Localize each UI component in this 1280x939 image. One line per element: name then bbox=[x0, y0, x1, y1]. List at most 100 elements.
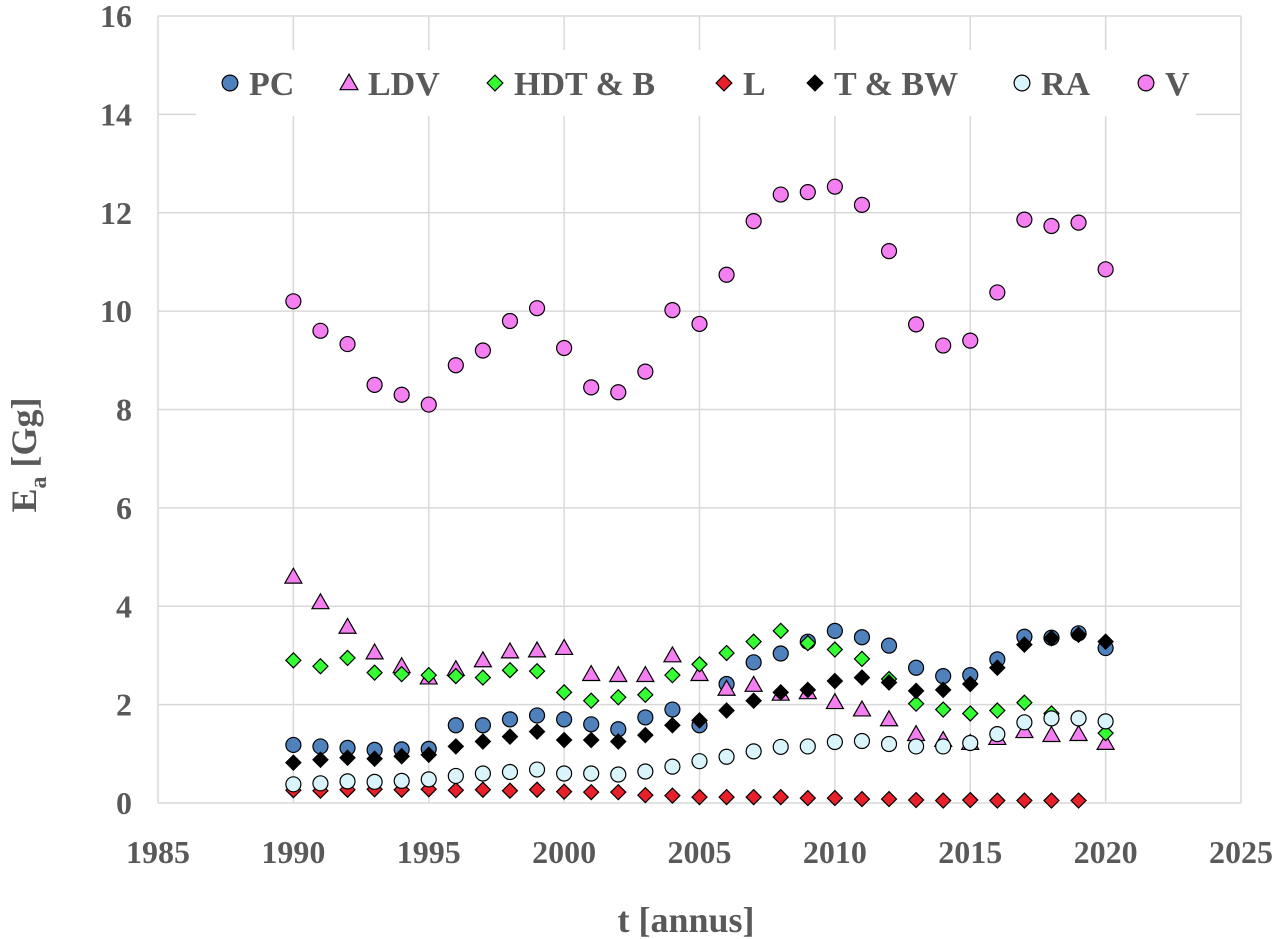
data-point bbox=[528, 723, 546, 741]
legend-item: V bbox=[1137, 66, 1190, 103]
data-point bbox=[988, 702, 1006, 719]
data-point bbox=[989, 726, 1006, 743]
data-points bbox=[283, 178, 1116, 809]
data-point bbox=[474, 781, 492, 799]
data-point bbox=[528, 300, 546, 317]
data-point bbox=[285, 736, 302, 754]
data-point bbox=[1016, 792, 1033, 809]
data-point bbox=[799, 789, 817, 807]
data-point bbox=[447, 717, 464, 734]
data-point bbox=[718, 266, 735, 283]
data-point bbox=[745, 788, 762, 806]
data-point bbox=[1097, 713, 1114, 730]
y-tick-label: 4 bbox=[116, 588, 132, 624]
data-point bbox=[339, 749, 356, 767]
data-point bbox=[1016, 636, 1033, 653]
data-point bbox=[961, 705, 979, 722]
data-point bbox=[1070, 792, 1087, 809]
data-point bbox=[826, 789, 844, 807]
y-tick-label: 8 bbox=[116, 392, 132, 428]
data-point bbox=[691, 788, 708, 806]
data-point bbox=[935, 667, 952, 685]
legend-marker bbox=[1137, 74, 1155, 92]
data-point bbox=[691, 712, 708, 729]
data-point bbox=[745, 743, 762, 760]
data-point bbox=[935, 337, 952, 354]
data-point bbox=[717, 679, 737, 696]
grid-lines bbox=[157, 15, 1242, 804]
y-tick-label: 12 bbox=[100, 195, 132, 231]
data-point bbox=[879, 709, 899, 727]
data-point bbox=[312, 775, 329, 792]
data-point bbox=[556, 339, 573, 357]
series-v bbox=[285, 178, 1114, 413]
data-point bbox=[664, 758, 681, 775]
data-point bbox=[826, 672, 844, 690]
data-point bbox=[528, 761, 546, 778]
data-point bbox=[1069, 724, 1089, 742]
data-point bbox=[962, 332, 979, 349]
legend-label: RA bbox=[1041, 66, 1091, 103]
data-point bbox=[528, 707, 546, 724]
data-point bbox=[853, 196, 871, 213]
legend-marker bbox=[1013, 74, 1031, 92]
data-point bbox=[799, 634, 817, 652]
data-point bbox=[826, 622, 843, 639]
series-hdt-b bbox=[285, 622, 1114, 742]
data-point bbox=[745, 654, 762, 671]
data-point bbox=[1097, 261, 1114, 278]
data-point bbox=[312, 657, 329, 675]
legend-label: PC bbox=[249, 66, 294, 103]
data-point bbox=[393, 665, 411, 683]
data-point bbox=[691, 655, 708, 673]
legend-item: RA bbox=[1013, 66, 1091, 103]
data-point bbox=[961, 791, 979, 809]
data-point bbox=[609, 688, 627, 706]
data-point bbox=[501, 728, 519, 745]
data-point bbox=[664, 701, 681, 718]
data-point bbox=[1043, 792, 1060, 809]
data-point bbox=[934, 681, 952, 699]
legend-item: LDV bbox=[339, 66, 440, 103]
data-point bbox=[989, 284, 1006, 301]
data-point bbox=[474, 733, 492, 750]
legend-label: T & BW bbox=[834, 66, 958, 103]
y-axis-title: Ea [Gg] bbox=[4, 398, 52, 513]
data-point bbox=[501, 763, 519, 781]
data-point bbox=[447, 667, 465, 685]
data-point bbox=[365, 642, 385, 660]
data-point bbox=[554, 638, 574, 656]
data-point bbox=[718, 702, 735, 719]
data-point bbox=[907, 738, 925, 755]
y-tick-label: 6 bbox=[116, 490, 132, 526]
data-point bbox=[393, 772, 410, 789]
data-point bbox=[474, 717, 491, 734]
series-t-bw bbox=[285, 626, 1114, 772]
data-point bbox=[988, 659, 1006, 677]
data-point bbox=[744, 675, 764, 692]
legend-item: T & BW bbox=[806, 66, 958, 103]
data-point bbox=[501, 312, 519, 330]
x-axis-title: t [annus] bbox=[617, 900, 754, 939]
data-point bbox=[555, 683, 573, 701]
data-point bbox=[1016, 714, 1033, 731]
data-point bbox=[366, 376, 383, 394]
data-point bbox=[366, 750, 383, 768]
data-point bbox=[608, 665, 628, 683]
data-point bbox=[474, 342, 491, 359]
data-point bbox=[447, 357, 464, 374]
x-tick-label: 1985 bbox=[126, 834, 190, 870]
data-point bbox=[772, 186, 789, 203]
data-point bbox=[664, 716, 681, 734]
data-point bbox=[447, 738, 465, 755]
data-point bbox=[610, 384, 627, 401]
legend: PC LDV HDT & B L T & BW RA V bbox=[196, 50, 1196, 116]
data-point bbox=[1097, 633, 1114, 651]
data-point bbox=[285, 293, 302, 310]
data-point bbox=[745, 213, 762, 230]
data-point bbox=[528, 781, 546, 799]
data-point bbox=[583, 379, 600, 396]
data-point bbox=[880, 674, 898, 691]
x-tick-label: 1990 bbox=[261, 834, 325, 870]
